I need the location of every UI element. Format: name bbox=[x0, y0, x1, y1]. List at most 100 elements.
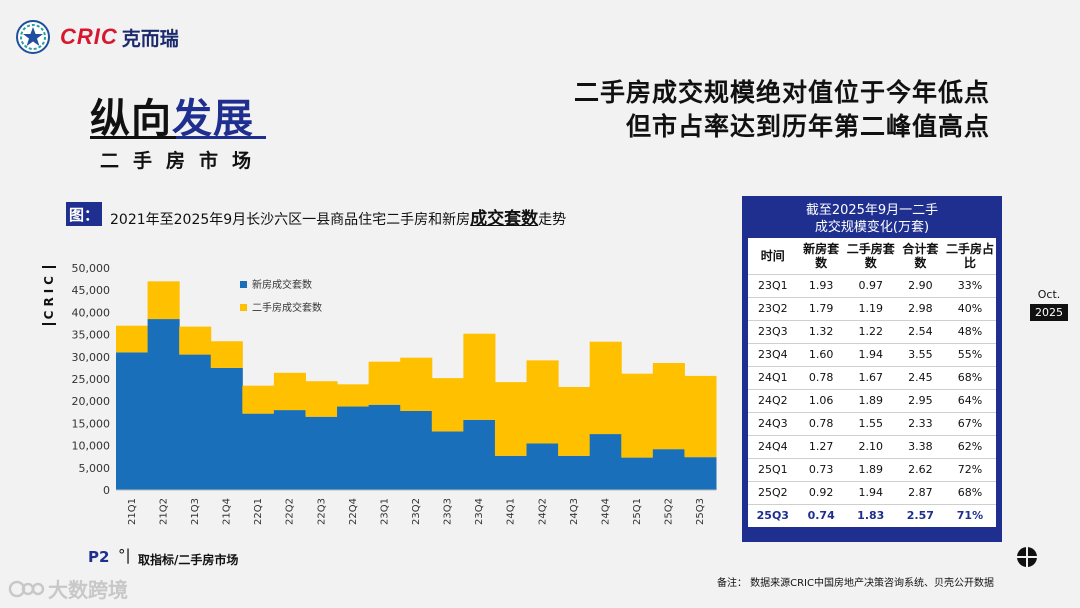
cell-share: 68% bbox=[943, 365, 996, 389]
bar-resale-25Q1 bbox=[621, 373, 654, 458]
crosshair-circle-icon bbox=[1017, 547, 1037, 567]
figure-title-before: 2021年至2025年9月长沙六区一县商品住宅二手房和新房 bbox=[110, 212, 471, 228]
bar-resale-23Q2 bbox=[400, 357, 433, 411]
x-tick-label: 23Q3 bbox=[443, 498, 454, 525]
bar-new-21Q1 bbox=[116, 352, 149, 490]
table-title: 截至2025年9月一二手 成交规模变化(万套) bbox=[748, 196, 996, 238]
cell-new: 1.93 bbox=[797, 273, 845, 297]
brand-logo: CRIC 克而瑞 bbox=[16, 20, 179, 54]
bar-resale-22Q2 bbox=[273, 372, 306, 411]
y-tick-label: 50,000 bbox=[72, 262, 111, 275]
cell-resale: 1.19 bbox=[844, 296, 897, 320]
cell-resale: 1.94 bbox=[844, 480, 897, 504]
x-tick-label: 22Q4 bbox=[348, 498, 359, 525]
bar-new-21Q4 bbox=[210, 367, 243, 490]
y-tick-label: 10,000 bbox=[72, 440, 111, 453]
x-tick-label: 21Q1 bbox=[127, 498, 138, 525]
bar-new-25Q3 bbox=[684, 457, 717, 490]
cell-share: 40% bbox=[943, 296, 996, 320]
legend-swatch-new bbox=[240, 281, 247, 288]
table-title-line1: 截至2025年9月一二手 bbox=[805, 203, 939, 218]
cell-new: 0.73 bbox=[797, 457, 845, 481]
cell-total: 2.87 bbox=[896, 480, 944, 504]
month-marker: Oct. 2025 bbox=[1030, 288, 1068, 321]
y-tick-label: 15,000 bbox=[72, 417, 111, 430]
table-row: 24Q2 1.06 1.89 2.95 64% bbox=[748, 388, 996, 412]
cell-resale: 1.55 bbox=[844, 411, 897, 435]
th-total: 合计套数 bbox=[902, 241, 939, 270]
cell-total: 3.55 bbox=[896, 342, 944, 366]
section-title: 纵向发展 bbox=[90, 86, 254, 144]
cell-period: 23Q2 bbox=[748, 296, 798, 320]
bar-resale-21Q4 bbox=[210, 341, 243, 368]
bar-new-22Q2 bbox=[273, 410, 306, 490]
figure-title-emphasis: 成交套数 bbox=[470, 209, 539, 229]
legend-swatch-resale bbox=[240, 304, 247, 311]
cell-resale: 1.83 bbox=[844, 503, 897, 527]
cell-period: 25Q1 bbox=[748, 457, 798, 481]
cell-total: 2.90 bbox=[896, 273, 944, 297]
table-title-line2: 成交规模变化(万套) bbox=[814, 220, 930, 235]
cell-new: 1.79 bbox=[797, 296, 845, 320]
cell-total: 2.95 bbox=[896, 388, 944, 412]
legend-label-resale: 二手房成交套数 bbox=[252, 301, 322, 314]
x-tick-label: 21Q3 bbox=[190, 498, 201, 525]
bar-resale-21Q3 bbox=[179, 326, 212, 355]
cell-new: 1.32 bbox=[797, 319, 845, 343]
x-tick-label: 22Q1 bbox=[253, 498, 264, 525]
x-tick-label: 22Q3 bbox=[316, 498, 327, 525]
cell-share: 62% bbox=[943, 434, 996, 458]
th-share: 二手房占比 bbox=[945, 241, 994, 270]
cell-share: 64% bbox=[943, 388, 996, 412]
y-tick-label: 25,000 bbox=[72, 373, 111, 386]
bar-resale-23Q1 bbox=[368, 361, 401, 405]
cell-total: 3.38 bbox=[896, 434, 944, 458]
section-path: 取指标/二手房市场 bbox=[138, 553, 239, 567]
headline: 二手房成交规模绝对值位于今年低点 但市占率达到历年第二峰值高点 bbox=[574, 76, 990, 144]
star-emblem-icon bbox=[16, 20, 50, 54]
bar-new-23Q2 bbox=[400, 410, 433, 490]
cell-share: 72% bbox=[943, 457, 996, 481]
bar-new-25Q1 bbox=[621, 457, 654, 490]
section-title-part2: 发展 bbox=[172, 96, 254, 142]
table-row: 23Q1 1.93 0.97 2.90 33% bbox=[748, 273, 996, 297]
bar-new-23Q4 bbox=[463, 419, 496, 490]
table-row: 24Q1 0.78 1.67 2.45 68% bbox=[748, 365, 996, 389]
cell-share: 48% bbox=[943, 319, 996, 343]
cell-resale: 1.89 bbox=[844, 388, 897, 412]
headline-line2: 但市占率达到历年第二峰值高点 bbox=[625, 112, 990, 141]
y-tick-label: 0 bbox=[103, 484, 110, 497]
cell-period: 23Q4 bbox=[748, 342, 798, 366]
cell-new: 0.92 bbox=[797, 480, 845, 504]
x-tick-label: 21Q2 bbox=[158, 498, 169, 525]
y-tick-label: 35,000 bbox=[72, 329, 111, 342]
section-title-part1: 纵向 bbox=[90, 96, 172, 142]
cell-period: 24Q3 bbox=[748, 411, 798, 435]
x-tick-label: 23Q2 bbox=[411, 498, 422, 525]
cell-share: 71% bbox=[943, 503, 996, 527]
y-tick-label: 40,000 bbox=[72, 306, 111, 319]
bar-new-21Q2 bbox=[147, 319, 180, 490]
bar-resale-23Q3 bbox=[431, 378, 464, 432]
cell-share: 55% bbox=[943, 342, 996, 366]
x-tick-label: 21Q4 bbox=[222, 498, 233, 525]
cell-new: 0.78 bbox=[797, 365, 845, 389]
x-tick-label: 23Q1 bbox=[379, 498, 390, 525]
cell-new: 1.27 bbox=[797, 434, 845, 458]
cell-period: 25Q2 bbox=[748, 480, 798, 504]
cell-period: 24Q4 bbox=[748, 434, 798, 458]
side-brand-text: CRIC bbox=[42, 272, 56, 320]
side-brand-bar-bottom bbox=[42, 323, 56, 326]
summary-table: 时间 新房套数 二手房套数 合计套数 二手房占比 23Q1 1.93 0.97 2.9… bbox=[748, 238, 996, 527]
bar-new-25Q2 bbox=[652, 449, 685, 490]
section-subtitle: 二手房市场 bbox=[100, 150, 266, 172]
source-note: 备注： 数据来源CRIC中国房地产决策咨询系统、贝壳公开数据 bbox=[716, 578, 994, 589]
cell-total: 2.62 bbox=[896, 457, 944, 481]
table-row: 25Q3 0.74 1.83 2.57 71% bbox=[748, 503, 996, 527]
x-tick-label: 25Q2 bbox=[664, 498, 675, 525]
bar-new-24Q1 bbox=[494, 455, 528, 490]
bar-new-22Q4 bbox=[337, 406, 370, 490]
page-separator: °| bbox=[118, 546, 131, 564]
bar-resale-22Q4 bbox=[337, 384, 370, 407]
bar-new-22Q3 bbox=[305, 416, 338, 490]
